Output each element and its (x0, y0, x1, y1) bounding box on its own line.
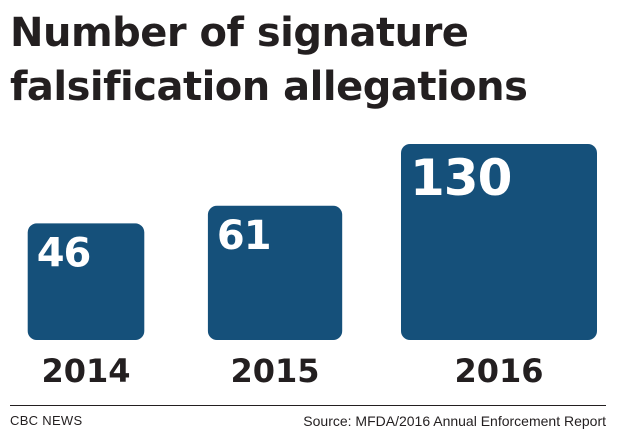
category-label-2016: 2016 (454, 352, 543, 390)
chart-title: Number of signature falsification allega… (10, 6, 610, 114)
chart-title-line-2: falsification allegations (10, 64, 528, 110)
chart-title-line-1: Number of signature (10, 10, 469, 56)
data-label-2015: 61 (217, 213, 271, 259)
footer-source: Source: MFDA/2016 Annual Enforcement Rep… (303, 413, 606, 429)
bar-2015 (207, 205, 343, 340)
bar-chart: 46 2014 61 2015 130 2016 (27, 144, 597, 390)
category-label-2015: 2015 (230, 352, 319, 390)
footer-brand: CBC NEWS (10, 413, 83, 428)
category-label-2014: 2014 (41, 352, 130, 390)
footer-divider (10, 405, 606, 406)
data-label-2014: 46 (37, 231, 91, 277)
bar-2014 (27, 223, 145, 340)
bar-2016 (401, 144, 597, 340)
data-label-2016: 130 (410, 149, 511, 207)
